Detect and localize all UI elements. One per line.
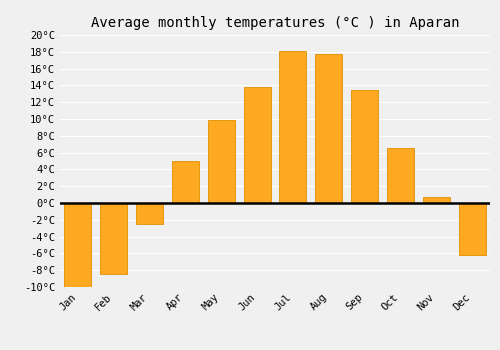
Bar bbox=[136, 203, 163, 224]
Bar bbox=[351, 90, 378, 203]
Bar bbox=[387, 148, 414, 203]
Bar bbox=[458, 203, 485, 255]
Bar bbox=[280, 51, 306, 203]
Bar bbox=[208, 120, 234, 203]
Bar bbox=[100, 203, 127, 274]
Bar bbox=[316, 54, 342, 203]
Bar bbox=[423, 197, 450, 203]
Bar bbox=[64, 203, 92, 287]
Bar bbox=[244, 87, 270, 203]
Bar bbox=[172, 161, 199, 203]
Title: Average monthly temperatures (°C ) in Aparan: Average monthly temperatures (°C ) in Ap… bbox=[91, 16, 459, 30]
